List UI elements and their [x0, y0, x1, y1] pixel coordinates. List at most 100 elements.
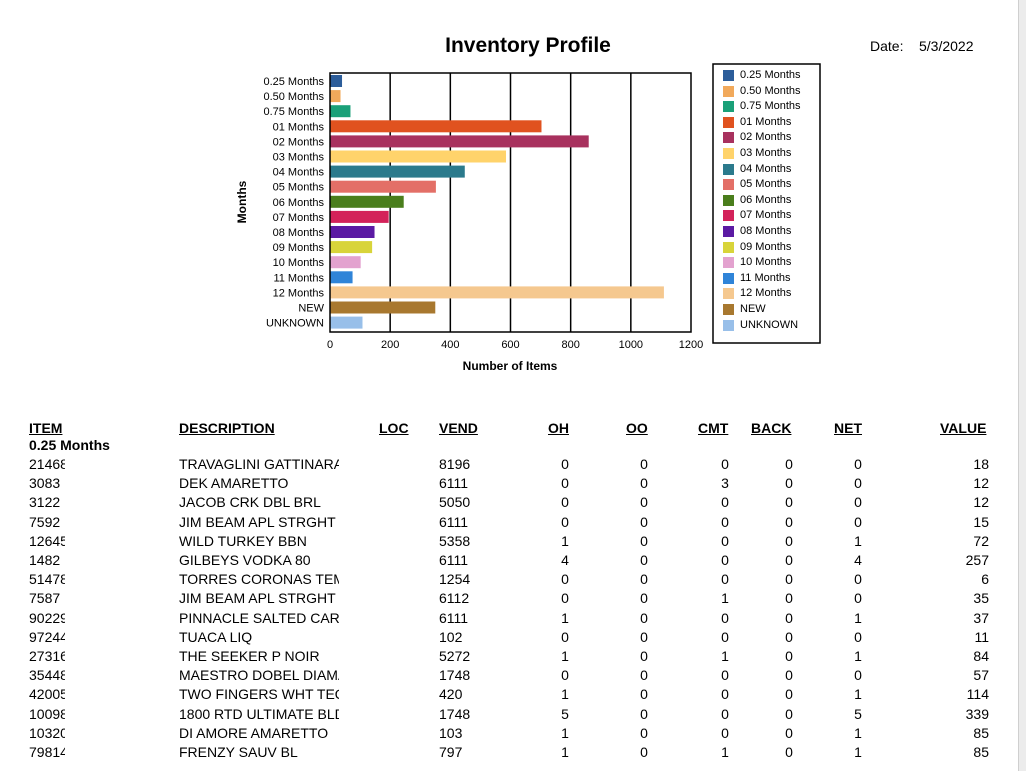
- legend-label: 12 Months: [740, 287, 791, 300]
- cell-back: 0: [769, 706, 809, 722]
- cell-item: 1482: [29, 552, 65, 568]
- cell-vend: 8196: [439, 456, 470, 472]
- cell-cmt: 0: [705, 610, 745, 626]
- x-tick-labels: 0 200 400 600 800 1000 1200: [327, 339, 703, 351]
- cell-back: 0: [769, 725, 809, 741]
- y-axis-label: Months: [235, 180, 249, 223]
- cell-description: TWO FINGERS WHT TEQ: [179, 686, 339, 702]
- cell-back: 0: [769, 590, 809, 606]
- table-row: 3083 DEK AMARETTO 6111 0 0 3 0 0 12: [0, 475, 1018, 494]
- cell-value: 257: [909, 552, 989, 568]
- cell-vend: 1254: [439, 571, 470, 587]
- inventory-bar-chart: 0.25 Months 0.50 Months 0.75 Months 01 Mont…: [0, 0, 1018, 390]
- cell-cmt: 0: [705, 667, 745, 683]
- group-label: 0.25 Months: [29, 437, 110, 453]
- bar: [330, 256, 361, 268]
- legend-swatch: [723, 226, 734, 237]
- legend-label: 08 Months: [740, 225, 791, 238]
- cell-oh: 0: [545, 629, 585, 645]
- category-label: 02 Months: [273, 136, 325, 148]
- cell-oo: 0: [624, 667, 664, 683]
- cell-back: 0: [769, 456, 809, 472]
- cell-item: 97244: [29, 629, 65, 645]
- cell-description: FRENZY SAUV BL: [179, 744, 339, 760]
- col-header-cmt: CMT: [698, 420, 728, 436]
- cell-oo: 0: [624, 571, 664, 587]
- cell-value: 114: [909, 686, 989, 702]
- legend-swatch: [723, 132, 734, 143]
- cell-cmt: 0: [705, 533, 745, 549]
- col-header-oo: OO: [626, 420, 648, 436]
- cell-back: 0: [769, 667, 809, 683]
- category-label: 03 Months: [273, 152, 325, 164]
- category-label: 12 Months: [273, 287, 325, 299]
- cell-item: 21468: [29, 456, 65, 472]
- table-row: 7587 JIM BEAM APL STRGHT 6112 0 0 1 0 0 35: [0, 590, 1018, 609]
- table-row: 90229PINNACLE SALTED CARAMEL61111000137: [0, 610, 1018, 629]
- cell-vend: 6111: [439, 610, 468, 626]
- legend-label: 0.50 Months: [740, 85, 801, 98]
- cell-oo: 0: [624, 686, 664, 702]
- cell-net: 0: [838, 494, 878, 510]
- cell-oh: 0: [545, 590, 585, 606]
- cell-value: 37: [909, 610, 989, 626]
- cell-oh: 1: [545, 533, 585, 549]
- category-label: 08 Months: [273, 227, 325, 239]
- cell-description: TRAVAGLINI GATTINARA: [179, 456, 339, 472]
- x-tick-label: 400: [441, 339, 459, 351]
- cell-value: 85: [909, 744, 989, 760]
- cell-description: TUACA LIQ: [179, 629, 339, 645]
- cell-item: 3122: [29, 494, 65, 510]
- cell-oo: 0: [624, 725, 664, 741]
- legend-label: NEW: [740, 303, 766, 316]
- cell-oh: 1: [545, 648, 585, 664]
- bar: [330, 211, 389, 223]
- cell-net: 0: [838, 514, 878, 530]
- table-row: 3122 JACOB CRK DBL BRL 5050 0 0 0 0 0 12: [0, 494, 1018, 513]
- x-tick-label: 1000: [619, 339, 643, 351]
- table-row: 7592 JIM BEAM APL STRGHT 6111 0 0 0 0 0 15: [0, 514, 1018, 533]
- legend-label: 07 Months: [740, 209, 791, 222]
- cell-item: 7592: [29, 514, 65, 530]
- cell-description: DI AMORE AMARETTO: [179, 725, 339, 741]
- category-labels: 0.25 Months0.50 Months0.75 Months01 Mont…: [263, 76, 324, 330]
- col-header-item: ITEM: [29, 420, 62, 436]
- cell-vend: 6112: [439, 590, 469, 606]
- table-row: 35448MAESTRO DOBEL DIAMANTE17480000057: [0, 667, 1018, 686]
- cell-oo: 0: [624, 552, 664, 568]
- category-label: 01 Months: [273, 121, 325, 133]
- cell-item: 3083: [29, 475, 65, 491]
- cell-value: 12: [909, 475, 989, 491]
- bar: [330, 196, 404, 208]
- cell-vend: 6111: [439, 552, 468, 568]
- cell-value: 35: [909, 590, 989, 606]
- x-tick-label: 0: [327, 339, 333, 351]
- cell-value: 12: [909, 494, 989, 510]
- cell-cmt: 0: [705, 494, 745, 510]
- category-label: 06 Months: [273, 197, 325, 209]
- cell-description: THE SEEKER P NOIR: [179, 648, 339, 664]
- cell-item: 12645: [29, 533, 65, 549]
- legend-label: 02 Months: [740, 131, 791, 144]
- category-label: 0.25 Months: [263, 76, 324, 88]
- cell-item: 35448: [29, 667, 65, 683]
- cell-value: 84: [909, 648, 989, 664]
- category-label: 0.75 Months: [263, 106, 324, 118]
- table-row: 10098 1800 RTD ULTIMATE BLD 1748 5 0 0 0 5 339: [0, 706, 1018, 725]
- cell-oh: 1: [545, 686, 585, 702]
- cell-back: 0: [769, 610, 809, 626]
- legend-swatch: [723, 195, 734, 206]
- col-header-net: NET: [834, 420, 862, 436]
- cell-oh: 4: [545, 552, 585, 568]
- cell-item: 42005: [29, 686, 65, 702]
- cell-value: 85: [909, 725, 989, 741]
- legend-swatch: [723, 179, 734, 190]
- cell-description: MAESTRO DOBEL DIAMANTE: [179, 667, 339, 683]
- col-header-value: VALUE: [940, 420, 986, 436]
- cell-cmt: 0: [705, 725, 745, 741]
- bar: [330, 166, 465, 178]
- category-label: 07 Months: [273, 212, 325, 224]
- legend-swatch: [723, 257, 734, 268]
- cell-oh: 0: [545, 494, 585, 510]
- cell-net: 0: [838, 629, 878, 645]
